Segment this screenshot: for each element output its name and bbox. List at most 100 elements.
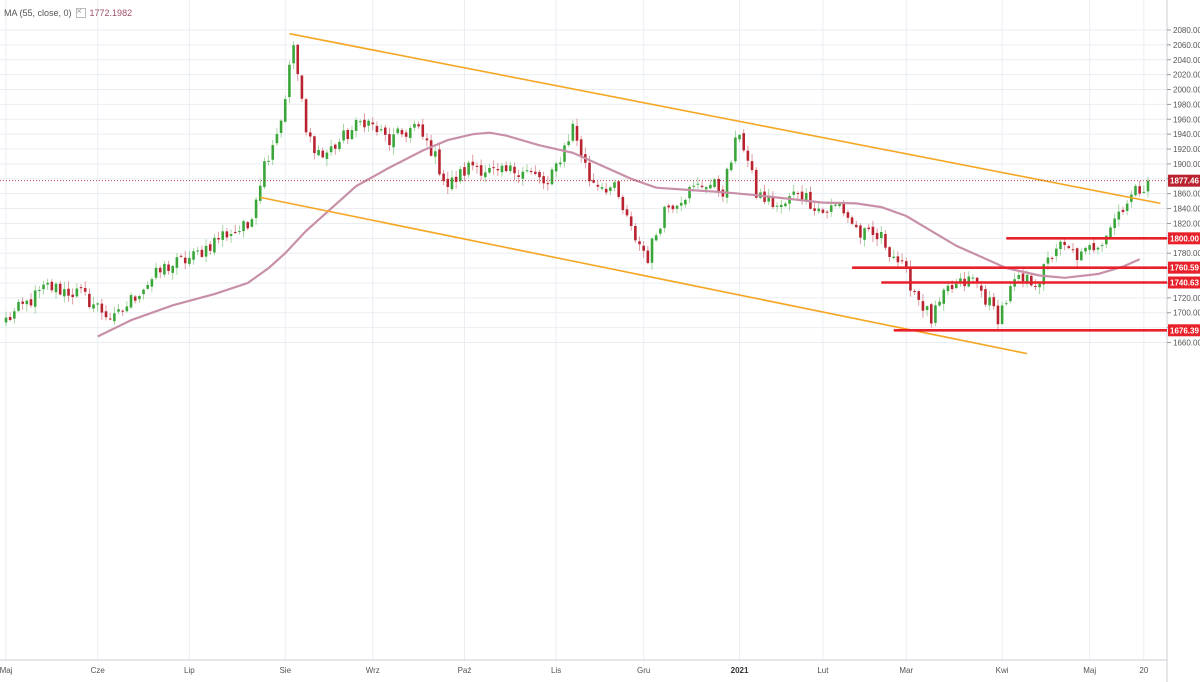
candle-bull bbox=[1017, 274, 1021, 279]
level-badge bbox=[1168, 276, 1200, 289]
candle-bull bbox=[675, 205, 679, 209]
candle-bull bbox=[709, 184, 712, 189]
candle-bear bbox=[588, 162, 591, 182]
candle-bear bbox=[746, 150, 750, 161]
candle-bear bbox=[1030, 275, 1033, 286]
candle-bear bbox=[813, 208, 816, 211]
candle-bull bbox=[1009, 286, 1012, 302]
candle-bear bbox=[438, 149, 441, 175]
candle-bull bbox=[242, 221, 245, 232]
candle-bull bbox=[1109, 227, 1112, 238]
candle-bull bbox=[342, 130, 345, 141]
candle-bear bbox=[1063, 241, 1066, 245]
candle-bull bbox=[350, 130, 354, 140]
candle-bull bbox=[738, 134, 741, 140]
candle-bull bbox=[879, 232, 883, 239]
candle-bull bbox=[138, 295, 141, 300]
candle-bull bbox=[254, 199, 258, 219]
candle-bear bbox=[400, 130, 404, 135]
candle-bear bbox=[979, 285, 983, 291]
price-tick-label: 1820.00 bbox=[1173, 219, 1200, 228]
candle-bull bbox=[75, 288, 79, 297]
candle-bear bbox=[246, 222, 250, 229]
candle-bull bbox=[129, 295, 133, 308]
candle-bull bbox=[1113, 218, 1116, 229]
level-badge-label: 1676.39 bbox=[1170, 326, 1199, 335]
candle-bear bbox=[1075, 248, 1079, 260]
candle-bear bbox=[896, 256, 900, 263]
candle-bear bbox=[8, 317, 12, 321]
last-price-label: 1877.46 bbox=[1170, 177, 1199, 186]
lower-trendline bbox=[260, 196, 1028, 355]
candle-bear bbox=[417, 124, 420, 127]
candle-bear bbox=[179, 255, 183, 257]
candle-bear bbox=[875, 232, 879, 240]
time-tick-label: Gru bbox=[637, 666, 650, 675]
candle-bear bbox=[913, 291, 916, 293]
candle-bull bbox=[563, 145, 566, 162]
candle-bull bbox=[1080, 251, 1083, 261]
candle-bear bbox=[950, 284, 954, 290]
candle-bull bbox=[358, 121, 362, 123]
candle-bull bbox=[1088, 245, 1091, 250]
candle-bear bbox=[1050, 257, 1054, 259]
candle-bear bbox=[296, 44, 300, 75]
candle-bull bbox=[792, 191, 796, 195]
candle-bull bbox=[171, 265, 175, 273]
candle-bull bbox=[659, 228, 662, 234]
candle-bull bbox=[817, 208, 821, 212]
price-tick-label: 2080.00 bbox=[1173, 26, 1200, 35]
candle-bear bbox=[771, 196, 775, 208]
candle-bull bbox=[1055, 248, 1058, 257]
price-tick-label: 1960.00 bbox=[1173, 115, 1200, 124]
candle-bull bbox=[1096, 247, 1100, 250]
candle-bear bbox=[754, 169, 758, 198]
candle-bull bbox=[96, 303, 99, 305]
candle-bull bbox=[54, 283, 58, 293]
candle-bull bbox=[1042, 264, 1046, 285]
candle-bear bbox=[604, 188, 608, 193]
candle-bear bbox=[871, 226, 875, 235]
candle-bull bbox=[1125, 203, 1129, 211]
candle-bull bbox=[500, 165, 504, 173]
candle-bear bbox=[634, 226, 637, 241]
candle-bull bbox=[1146, 180, 1150, 192]
candle-bear bbox=[21, 301, 24, 304]
candle-bull bbox=[925, 306, 929, 311]
candle-bull bbox=[650, 238, 654, 263]
candle-bear bbox=[850, 217, 854, 224]
candle-bear bbox=[900, 260, 904, 262]
candle-bull bbox=[408, 128, 412, 138]
price-tick-label: 1920.00 bbox=[1173, 145, 1200, 154]
candle-bear bbox=[750, 161, 754, 171]
candle-bull bbox=[829, 205, 833, 212]
time-tick-label: Paź bbox=[458, 666, 472, 675]
candle-bull bbox=[33, 290, 37, 307]
candle-bull bbox=[567, 141, 570, 145]
candle-bear bbox=[421, 124, 425, 137]
candle-bull bbox=[125, 306, 129, 312]
candle-bear bbox=[300, 75, 304, 99]
candle-bear bbox=[929, 304, 933, 324]
candle-bull bbox=[484, 172, 487, 178]
candle-bull bbox=[488, 167, 491, 173]
candle-bear bbox=[992, 297, 996, 307]
candle-bull bbox=[221, 231, 225, 240]
candle-bear bbox=[909, 267, 912, 291]
price-tick-label: 2040.00 bbox=[1173, 56, 1200, 65]
candle-bull bbox=[959, 278, 962, 284]
candle-bull bbox=[38, 289, 41, 291]
candle-bull bbox=[433, 151, 437, 157]
candle-bear bbox=[621, 196, 625, 211]
candle-bull bbox=[288, 64, 291, 98]
time-tick-label: Cze bbox=[91, 666, 106, 675]
candle-bear bbox=[388, 134, 391, 146]
candle-bear bbox=[842, 203, 846, 214]
candle-bear bbox=[29, 299, 33, 306]
candle-bear bbox=[158, 267, 162, 273]
candle-bull bbox=[413, 123, 416, 128]
price-tick-label: 1660.00 bbox=[1173, 338, 1200, 347]
legend-close-icon[interactable] bbox=[75, 6, 86, 18]
candle-bull bbox=[942, 289, 946, 304]
